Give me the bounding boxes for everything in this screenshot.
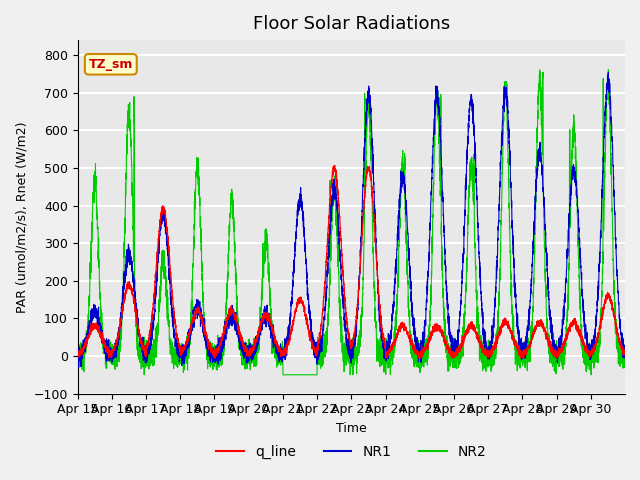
Y-axis label: PAR (umol/m2/s), Rnet (W/m2): PAR (umol/m2/s), Rnet (W/m2) xyxy=(15,121,28,312)
NR2 xyxy=(401,196,409,202)
q_line xyxy=(372,248,380,254)
NR2 xyxy=(140,372,148,378)
NR2 xyxy=(621,349,629,355)
q_line xyxy=(105,355,113,361)
q_line xyxy=(621,349,629,355)
NR2 xyxy=(543,312,550,317)
Line: NR1: NR1 xyxy=(77,72,625,367)
NR2 xyxy=(502,82,509,88)
NR1 xyxy=(502,86,509,92)
NR1 xyxy=(529,259,536,265)
q_line xyxy=(401,324,409,330)
NR2 xyxy=(605,67,612,72)
Text: TZ_sm: TZ_sm xyxy=(88,58,133,71)
Title: Floor Solar Radiations: Floor Solar Radiations xyxy=(253,15,450,33)
NR2 xyxy=(372,318,380,324)
NR1 xyxy=(74,349,81,355)
NR1 xyxy=(604,70,612,75)
q_line xyxy=(529,331,536,337)
q_line xyxy=(502,315,509,321)
NR1 xyxy=(543,248,550,254)
NR1 xyxy=(188,325,195,331)
Line: q_line: q_line xyxy=(77,166,625,358)
X-axis label: Time: Time xyxy=(336,422,367,435)
NR2 xyxy=(74,351,81,357)
q_line xyxy=(331,163,339,168)
NR1 xyxy=(401,190,409,196)
NR2 xyxy=(529,322,536,327)
q_line xyxy=(74,351,81,357)
Line: NR2: NR2 xyxy=(77,70,625,375)
NR1 xyxy=(621,344,629,349)
NR1 xyxy=(372,222,380,228)
NR1 xyxy=(75,364,83,370)
q_line xyxy=(188,323,195,328)
q_line xyxy=(543,332,550,338)
Legend: q_line, NR1, NR2: q_line, NR1, NR2 xyxy=(211,439,492,465)
NR2 xyxy=(188,306,195,312)
